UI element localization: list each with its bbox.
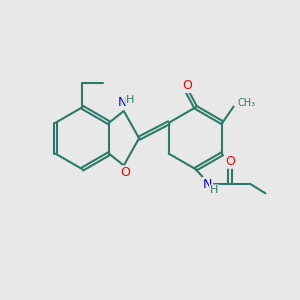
Text: O: O bbox=[120, 166, 130, 179]
Text: N: N bbox=[118, 96, 127, 109]
Text: H: H bbox=[210, 185, 218, 195]
Text: O: O bbox=[225, 155, 235, 168]
Text: N: N bbox=[203, 178, 212, 191]
Text: CH₃: CH₃ bbox=[237, 98, 255, 108]
Text: H: H bbox=[126, 95, 134, 105]
Text: O: O bbox=[182, 79, 192, 92]
